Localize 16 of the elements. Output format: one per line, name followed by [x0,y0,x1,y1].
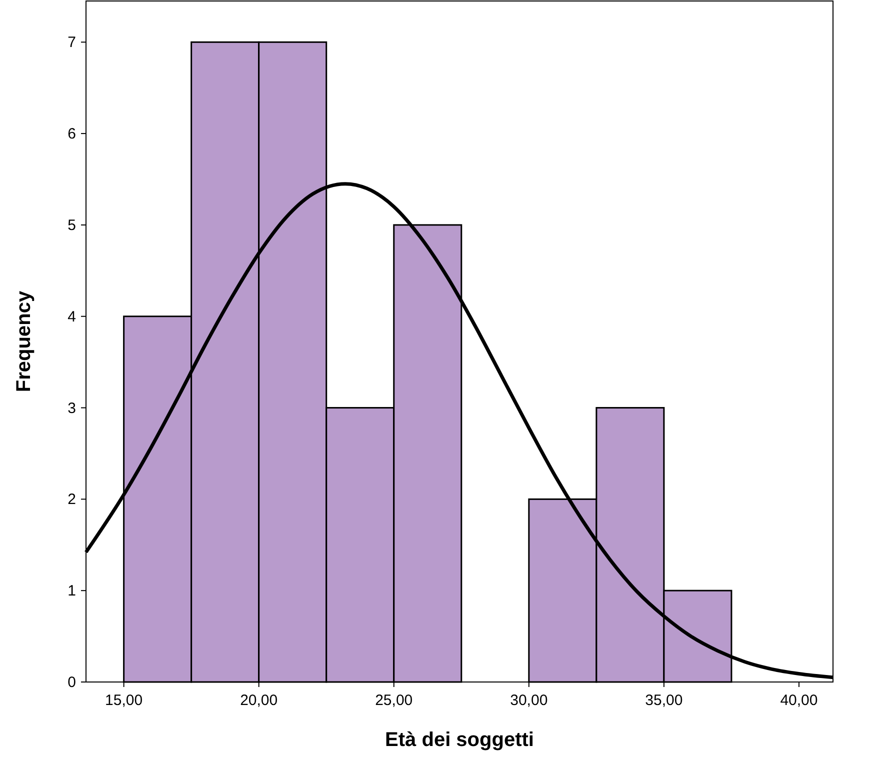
y-tick-label: 0 [68,674,76,691]
x-tick-label: 30,00 [510,692,548,709]
y-tick-label: 7 [68,34,76,52]
x-tick-label: 35,00 [645,692,683,709]
x-tick-label: 20,00 [240,692,278,709]
y-tick-label: 4 [68,308,76,326]
x-tick-label: 15,00 [105,692,143,709]
y-tick-label: 2 [68,491,76,508]
y-tick-label: 3 [68,400,76,417]
x-axis-title: Età dei soggetti [385,729,534,751]
x-tick-label: 40,00 [780,692,818,709]
y-tick-label: 5 [68,216,76,234]
y-tick-label: 6 [68,126,76,143]
x-tick-label: 25,00 [375,692,413,709]
y-axis-title: Frequency [13,290,35,392]
y-tick-label: 1 [68,582,76,600]
